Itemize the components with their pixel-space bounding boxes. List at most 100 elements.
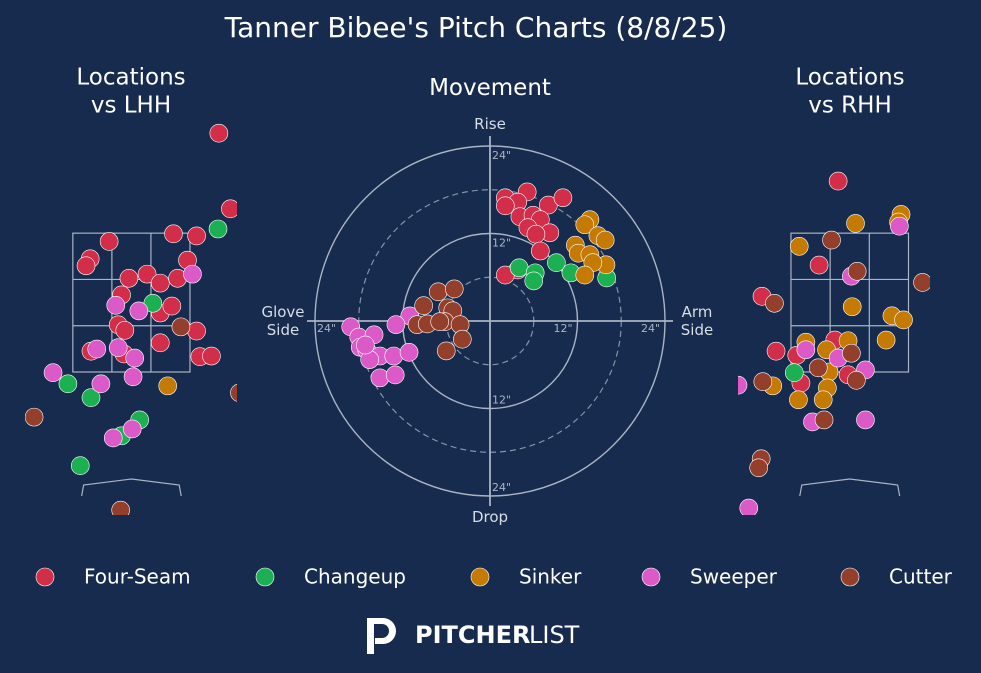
pitch-point (738, 375, 748, 395)
pitch-point (842, 297, 862, 317)
location-panel (25, 123, 237, 515)
pitch-point (399, 343, 419, 362)
location-panel (738, 171, 930, 515)
pitch-point (150, 273, 170, 293)
pitch-point (789, 390, 808, 410)
pitch-point (384, 346, 404, 366)
pitch-point (444, 279, 464, 299)
pitch-point (436, 341, 456, 361)
pitch-point (526, 224, 546, 244)
axis-label: Drop (471, 508, 509, 526)
pitch-point (123, 367, 143, 387)
pitch-point (814, 410, 834, 430)
pitch-point (386, 315, 406, 334)
pitch-point (202, 346, 221, 366)
pitch-point (125, 348, 145, 368)
pitch-point (108, 338, 128, 357)
pitch-point (809, 255, 829, 275)
movement-panel: 12" 12" 12" 24" 24" 24" 24" (307, 136, 673, 506)
pitch-point (796, 340, 816, 360)
pitch-point (890, 216, 909, 236)
pitch-point (87, 339, 107, 359)
legend-marker (641, 567, 661, 587)
panel-title: Locations vs RHH (795, 64, 905, 118)
pitch-point (828, 171, 848, 191)
pitch-point (547, 253, 566, 272)
pitch-point (171, 317, 191, 337)
ring-label: 24" (492, 481, 511, 494)
pitch-point (847, 371, 866, 390)
ring-label: 24" (317, 322, 336, 335)
pitch-point (531, 241, 550, 261)
pitch-point (913, 273, 930, 292)
pitch-point (856, 410, 875, 430)
pitch-point (595, 230, 615, 250)
pitch-point (385, 365, 405, 385)
pitch-point (187, 226, 206, 246)
axis-label: Rise (474, 115, 506, 133)
pitch-point (183, 264, 202, 284)
logo: PITCHER LIST (367, 618, 580, 654)
pitch-point (99, 232, 119, 251)
pitch-point (509, 258, 529, 278)
pitch-point (91, 374, 111, 394)
pitch-point (739, 498, 759, 515)
pitch-point (370, 368, 390, 388)
legend-label: Sweeper (690, 565, 778, 589)
pitch-point (209, 123, 229, 143)
pitch-point (894, 310, 913, 330)
pitch-point (496, 196, 515, 216)
pitch-point (162, 296, 182, 316)
legend: Four-Seam Changeup Sinker Sweeper Cutter (35, 565, 953, 589)
pitch-point (119, 268, 139, 288)
pitch-point (111, 500, 130, 515)
pitch-point (164, 224, 183, 244)
pitch-point (208, 219, 228, 239)
pitch-point (575, 265, 595, 285)
pitch-point (789, 237, 809, 256)
pitch-point (813, 390, 833, 410)
pitch-point (575, 215, 595, 235)
home-plate (799, 478, 901, 497)
pitch-point (25, 407, 44, 427)
legend-label: Changeup (304, 565, 406, 589)
pitch-point (356, 335, 375, 355)
ring-label: 24" (641, 322, 660, 335)
pitch-point (452, 329, 472, 349)
pitch-point (430, 312, 449, 332)
pitch-point (103, 428, 123, 448)
pitch-point (221, 199, 237, 219)
pitch-point (230, 383, 237, 402)
ring-label: 12" (492, 237, 511, 250)
pitch-point (842, 343, 861, 363)
pitch-point (187, 321, 206, 341)
ring-label: 12" (492, 394, 511, 407)
pitch-point (414, 296, 433, 315)
pitch-point (43, 363, 63, 382)
legend-label: Four-Seam (84, 565, 191, 589)
pitch-point (58, 374, 78, 394)
pitch-point (106, 296, 126, 315)
pitch-point (81, 388, 101, 407)
pitch-point (524, 271, 544, 291)
pitch-point (847, 262, 867, 281)
pitch-point (76, 256, 96, 276)
legend-marker (470, 567, 490, 587)
ring-label: 12" (554, 322, 573, 335)
page-title: Tanner Bibee's Pitch Charts (8/8/25) (224, 11, 728, 44)
pitch-point (846, 214, 865, 233)
axis-label: Glove Side (261, 303, 305, 339)
pitch-point (70, 456, 90, 476)
home-plate (81, 478, 182, 497)
legend-marker (840, 567, 860, 587)
legend-marker (35, 567, 55, 587)
pitch-point (129, 301, 149, 321)
pitch-point (150, 333, 170, 353)
brand-light: LIST (529, 621, 580, 649)
pitch-point (822, 230, 841, 250)
axis-label: Arm Side (680, 303, 714, 339)
legend-label: Sinker (519, 565, 582, 589)
panel-title: Movement (429, 75, 551, 102)
pitch-point (753, 372, 773, 392)
